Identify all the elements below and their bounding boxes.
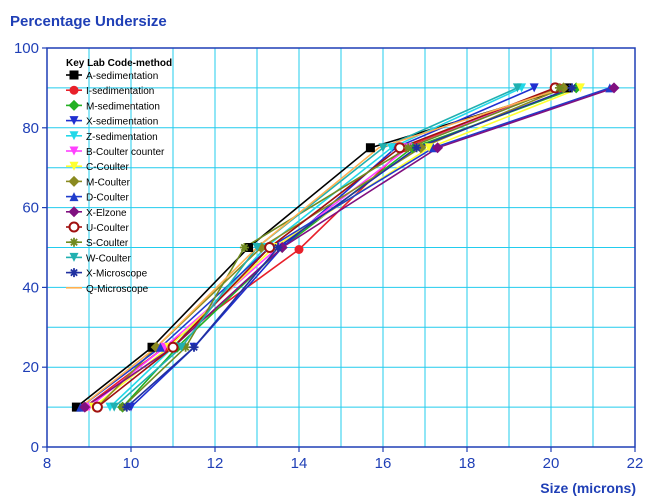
- legend-label: X-sedimentation: [86, 117, 158, 128]
- legend-label: W-Coulter: [86, 253, 131, 264]
- data-point-s-coulter: [554, 83, 564, 93]
- legend-item-q-microscope: Q-Microscope: [66, 284, 149, 295]
- legend-item-x-elzone: X-Elzone: [66, 206, 127, 219]
- legend-marker: [68, 206, 80, 218]
- legend-label: D-Coulter: [86, 193, 129, 204]
- axes: [46, 47, 636, 448]
- legend-item-a-sedimentation: A-sedimentation: [66, 70, 158, 82]
- legend-item-x-sedimentation: X-sedimentation: [66, 116, 158, 128]
- y-tick-label: 20: [22, 359, 39, 376]
- legend-item-m-coulter: M-Coulter: [66, 175, 131, 188]
- legend-label: Q-Microscope: [86, 284, 149, 295]
- data-point-w-coulter: [378, 143, 388, 153]
- legend-marker: [68, 175, 80, 187]
- data-point-x-microscope: [273, 243, 283, 252]
- data-point-c-coulter: [424, 143, 434, 153]
- legend-item-w-coulter: W-Coulter: [66, 252, 131, 264]
- legend-label: Z-sedimentation: [86, 132, 158, 143]
- legend-marker: [69, 70, 79, 80]
- legend-marker: [68, 99, 80, 111]
- legend-marker: [69, 85, 79, 95]
- legend-label: X-Elzone: [86, 208, 127, 219]
- data-point-s-coulter: [403, 143, 413, 153]
- legend-label: M-Coulter: [86, 177, 131, 188]
- legend-label: U-Coulter: [86, 223, 129, 234]
- data-point-d-coulter: [155, 342, 165, 352]
- legend-label: B-Coulter counter: [86, 147, 165, 158]
- chart-title: Percentage Undersize: [10, 13, 167, 30]
- legend-marker: [68, 221, 80, 233]
- legend-marker: [69, 116, 79, 126]
- data-point-s-coulter: [181, 342, 191, 352]
- legend-item-c-coulter: C-Coulter: [66, 161, 129, 173]
- x-tick-label: 10: [123, 455, 140, 472]
- legend-marker: [69, 146, 79, 156]
- y-tick-label: 60: [22, 200, 39, 217]
- legend-label: A-sedimentation: [86, 71, 158, 82]
- x-tick-label: 8: [43, 455, 51, 472]
- plot-frame: [46, 47, 636, 448]
- x-tick-label: 20: [543, 455, 560, 472]
- data-point-w-coulter: [176, 342, 186, 352]
- data-point-x-elzone: [79, 401, 91, 413]
- data-point-w-coulter: [512, 83, 522, 93]
- legend-title: Key Lab Code-method: [66, 58, 172, 69]
- legend-marker: [69, 192, 79, 202]
- legend-item-z-sedimentation: Z-sedimentation: [66, 131, 158, 143]
- data-point-u-coulter: [167, 341, 179, 353]
- y-tick-label: 80: [22, 120, 39, 137]
- data-point-u-coulter: [264, 242, 276, 253]
- legend: Key Lab Code-method A-sedimentation I-sed…: [66, 58, 172, 295]
- data-point-u-coulter: [394, 142, 406, 154]
- x-tick-label: 14: [291, 455, 308, 472]
- legend-item-b-coulter-counter: B-Coulter counter: [66, 146, 165, 158]
- legend-label: X-Microscope: [86, 269, 148, 280]
- legend-marker: [69, 252, 79, 262]
- x-axis-label: Size (microns): [540, 480, 636, 496]
- y-tick-label: 100: [14, 40, 39, 57]
- data-point-a-sedimentation: [71, 402, 81, 412]
- data-point-x-microscope: [122, 402, 132, 412]
- legend-item-d-coulter: D-Coulter: [66, 192, 129, 204]
- legend-label: C-Coulter: [86, 162, 129, 173]
- data-point-i-sedimentation: [294, 244, 304, 254]
- legend-label: S-Coulter: [86, 238, 129, 249]
- y-tick-label: 40: [22, 279, 39, 296]
- y-tick-label: 0: [31, 439, 39, 456]
- legend-marker: [69, 131, 79, 141]
- data-point-x-microscope: [567, 83, 577, 93]
- legend-label: I-sedimentation: [86, 86, 154, 97]
- data-point-x-microscope: [412, 143, 422, 153]
- x-tick-label: 16: [375, 455, 392, 472]
- x-tick-label: 22: [627, 455, 644, 472]
- data-point-x-sedimentation: [529, 83, 539, 93]
- legend-item-m-sedimentation: M-sedimentation: [66, 99, 160, 112]
- legend-item-x-microscope: X-Microscope: [66, 268, 148, 280]
- x-tick-label: 12: [207, 455, 224, 472]
- series-markers: [71, 82, 620, 413]
- legend-item-i-sedimentation: I-sedimentation: [66, 85, 154, 97]
- data-point-c-coulter: [575, 83, 585, 93]
- legend-item-s-coulter: S-Coulter: [66, 237, 129, 249]
- legend-item-u-coulter: U-Coulter: [66, 221, 129, 234]
- data-point-x-elzone: [432, 142, 444, 154]
- tick-labels: 8 10 12 14 16 18 20 22 0 20 40 60 80 100: [14, 40, 643, 472]
- data-point-w-coulter: [252, 243, 262, 252]
- data-point-x-microscope: [189, 342, 199, 352]
- legend-label: M-sedimentation: [86, 101, 160, 112]
- legend-marker: [69, 161, 79, 171]
- x-tick-label: 18: [459, 455, 476, 472]
- data-point-s-coulter: [239, 243, 249, 252]
- data-point-x-elzone: [608, 82, 620, 94]
- legend-marker: [69, 268, 79, 278]
- legend-marker: [69, 237, 79, 247]
- data-point-w-coulter: [109, 402, 119, 412]
- data-point-z-sedimentation: [386, 143, 396, 153]
- data-point-a-sedimentation: [365, 143, 375, 153]
- data-point-u-coulter: [91, 401, 103, 413]
